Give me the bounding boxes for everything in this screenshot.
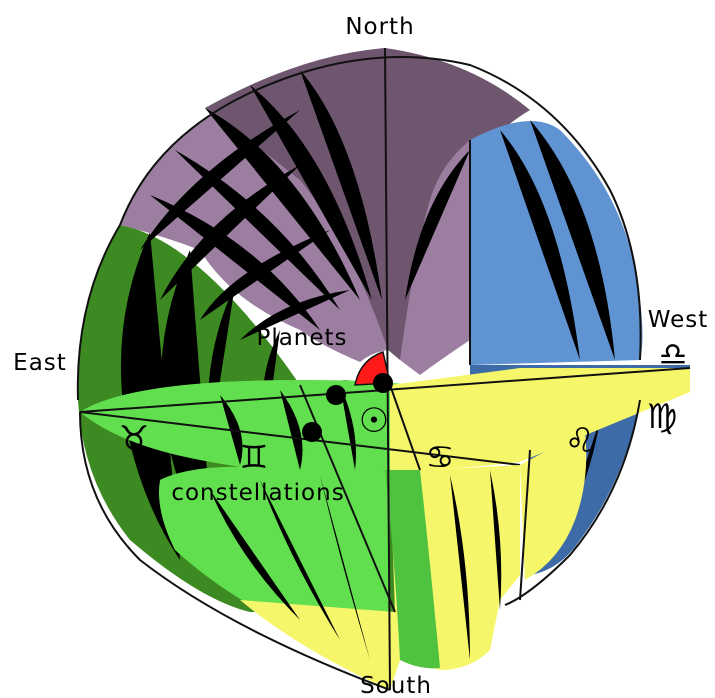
planet-dot <box>302 422 322 442</box>
north-sector-grid <box>140 70 470 340</box>
planet-dot <box>373 373 393 393</box>
planet-dot <box>326 385 346 405</box>
north-sector-dark-band <box>205 48 388 350</box>
zodiac-virgo: ♍ <box>647 397 677 437</box>
label-planets: Planets <box>256 325 347 351</box>
label-constellations: constellations <box>171 480 344 506</box>
zodiac-cancer: ♋ <box>426 438 455 476</box>
east-sector-grid <box>85 232 320 575</box>
zodiac-libra: ♎ <box>659 335 688 373</box>
north-sector-right-panel <box>400 140 470 375</box>
ecliptic-plane-west <box>390 368 690 472</box>
zodiac-leo: ♌ <box>565 421 595 461</box>
zodiac-taurus: ♉ <box>119 419 149 459</box>
zodiac-gemini: ♊ <box>240 438 269 476</box>
south-sphere-yellow <box>240 465 520 690</box>
south-sphere-yellow-right <box>520 430 587 580</box>
label-north: North <box>345 14 414 40</box>
ecliptic-line-2 <box>79 411 521 466</box>
label-south: South <box>360 673 432 698</box>
sphere-outline <box>76 56 642 691</box>
south-inner-wedge <box>385 470 440 669</box>
meridian-edges <box>299 140 531 613</box>
south-sector-grid <box>170 470 580 660</box>
west-sector-grid <box>470 120 640 540</box>
label-east: East <box>13 350 67 376</box>
label-west: West <box>648 307 709 333</box>
sun-symbol: ☉ <box>359 401 389 441</box>
